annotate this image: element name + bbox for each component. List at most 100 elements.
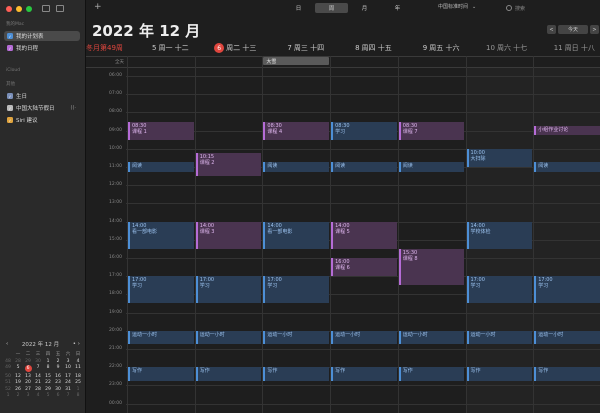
calendar-event[interactable]: 运动一小时 xyxy=(331,330,397,345)
mini-day[interactable]: 14 xyxy=(35,373,41,379)
mini-day[interactable]: 17 xyxy=(65,373,71,379)
all-day-event[interactable]: 大雪 xyxy=(263,57,330,65)
calendar-event[interactable]: 14:00 课程 5 xyxy=(331,221,397,249)
mini-day[interactable]: 30 xyxy=(35,358,41,364)
calendar-list-icon[interactable] xyxy=(42,5,50,12)
mini-day[interactable]: 13 xyxy=(25,373,31,379)
calendar-event[interactable]: 15:30 课程 8 xyxy=(398,248,465,286)
mini-day[interactable]: 6 xyxy=(56,393,60,398)
mini-day[interactable]: 5 xyxy=(46,393,50,398)
view-tab[interactable]: 年 xyxy=(394,6,401,12)
view-tab[interactable]: 月 xyxy=(361,6,368,12)
calendar-event[interactable]: 14:00 课程 3 xyxy=(195,221,262,249)
close-button[interactable] xyxy=(6,6,12,12)
today-button[interactable]: 今天 xyxy=(558,25,588,34)
calendar-event[interactable]: 运动一小时 xyxy=(534,330,600,345)
calendar-event[interactable]: 运动一小时 xyxy=(466,330,533,345)
calendar-event[interactable]: 14:00 学校体检 xyxy=(466,221,533,249)
mini-day[interactable]: 22 xyxy=(45,380,51,385)
calendar-event[interactable]: 运动一小时 xyxy=(128,330,194,345)
sidebar-calendar-item[interactable]: ✓ Siri 建议 xyxy=(4,115,80,125)
calendar-event[interactable]: 10:15 课程 2 xyxy=(195,153,262,177)
calendar-event[interactable]: 08:30 学习 xyxy=(331,121,397,140)
inbox-icon[interactable] xyxy=(56,5,64,12)
sidebar-calendar-item[interactable]: ✓ 我的日程 xyxy=(4,43,80,53)
day-header[interactable]: 8 周四 十五 xyxy=(330,42,398,54)
calendar-event[interactable]: 运动一小时 xyxy=(195,330,262,345)
checkbox-icon[interactable]: ✓ xyxy=(7,117,13,123)
day-header[interactable]: 6 周二 十三 xyxy=(195,42,263,54)
mini-day[interactable]: 5 xyxy=(16,365,20,370)
calendar-event[interactable]: 写作 xyxy=(195,367,262,381)
sidebar-calendar-item[interactable]: ✓ 我的计划表 xyxy=(4,31,80,41)
checkbox-icon[interactable]: ✓ xyxy=(7,45,13,51)
mini-day[interactable]: 30 xyxy=(55,386,61,392)
calendar-event[interactable]: 17:00 学习 xyxy=(195,276,262,304)
mini-day[interactable]: 18 xyxy=(75,373,81,379)
calendar-event[interactable]: 小组作业讨论 xyxy=(534,126,600,136)
sidebar-calendar-item[interactable]: ✓ 中国大陆节假日 ((· xyxy=(4,103,80,113)
checkbox-icon[interactable]: ✓ xyxy=(7,105,13,111)
mini-day[interactable]: 15 xyxy=(45,373,51,379)
day-header[interactable]: 7 周三 十四 xyxy=(262,42,330,54)
calendar-event[interactable]: 阅读 xyxy=(398,162,465,172)
mini-day[interactable]: 7 xyxy=(66,393,70,398)
sidebar-calendar-item[interactable]: ✓ 生日 xyxy=(4,91,80,101)
calendar-event[interactable]: 阅读 xyxy=(128,162,194,172)
checkbox-icon[interactable]: ✓ xyxy=(7,33,13,39)
calendar-event[interactable]: 阅读 xyxy=(331,162,397,172)
mini-day[interactable]: 29 xyxy=(45,386,51,392)
calendar-event[interactable]: 17:00 学习 xyxy=(263,276,330,304)
mini-day[interactable]: 8 xyxy=(76,393,80,398)
mini-day[interactable]: 3 xyxy=(26,393,30,398)
mini-next-button[interactable]: › xyxy=(77,341,80,347)
mini-day[interactable]: 24 xyxy=(65,380,71,385)
mini-day[interactable]: 3 xyxy=(66,358,70,364)
day-header[interactable]: 10 周六 十七 xyxy=(466,42,534,54)
calendar-event[interactable]: 17:00 学习 xyxy=(128,276,194,304)
calendar-event[interactable]: 17:00 学习 xyxy=(466,276,533,304)
calendar-event[interactable]: 写作 xyxy=(263,367,330,381)
calendar-event[interactable]: 阅读 xyxy=(534,162,600,172)
checkbox-icon[interactable]: ✓ xyxy=(7,93,13,99)
day-header[interactable]: 11 周日 十八 xyxy=(533,42,600,54)
mini-day[interactable]: 27 xyxy=(25,386,31,392)
calendar-event[interactable]: 08:30 课程 7 xyxy=(398,121,465,140)
mini-today-dot[interactable]: • xyxy=(72,341,77,347)
mini-day[interactable]: 29 xyxy=(25,358,31,364)
add-event-button[interactable]: + xyxy=(94,2,102,12)
mini-day[interactable]: 4 xyxy=(76,358,80,364)
calendar-event[interactable]: 运动一小时 xyxy=(398,330,465,345)
mini-day[interactable]: 19 xyxy=(15,380,21,385)
minimize-button[interactable] xyxy=(16,6,22,12)
calendar-event[interactable]: 写作 xyxy=(331,367,397,381)
mini-day[interactable]: 2 xyxy=(16,393,20,398)
mini-day[interactable]: 8 xyxy=(46,365,50,370)
mini-day[interactable]: 25 xyxy=(75,380,81,385)
mini-day[interactable]: 12 xyxy=(15,373,21,379)
mini-day[interactable]: 10 xyxy=(65,365,71,370)
zoom-button[interactable] xyxy=(26,6,32,12)
mini-day[interactable]: 6 xyxy=(23,365,33,372)
mini-day[interactable]: 9 xyxy=(56,365,60,370)
calendar-event[interactable]: 写作 xyxy=(534,367,600,381)
view-tab[interactable]: 日 xyxy=(295,6,302,12)
calendar-event[interactable]: 10:00 大扫除 xyxy=(466,148,533,167)
all-day-row[interactable] xyxy=(86,56,600,68)
timezone-selector[interactable]: 中国标准时间 ⌄ xyxy=(438,3,476,11)
calendar-event[interactable]: 16:00 课程 6 xyxy=(331,258,397,277)
mini-day[interactable]: 7 xyxy=(36,365,40,370)
calendar-event[interactable]: 08:30 课程 1 xyxy=(128,121,194,140)
mini-day[interactable]: 1 xyxy=(76,386,80,392)
prev-week-button[interactable]: < xyxy=(547,25,556,34)
mini-day[interactable]: 20 xyxy=(25,380,31,385)
calendar-event[interactable]: 写作 xyxy=(398,367,465,381)
calendar-event[interactable]: 14:00 看一部电影 xyxy=(128,221,194,249)
next-week-button[interactable]: > xyxy=(590,25,599,34)
mini-day[interactable]: 2 xyxy=(56,358,60,364)
mini-day[interactable]: 28 xyxy=(15,358,21,364)
calendar-event[interactable]: 写作 xyxy=(466,367,533,381)
calendar-event[interactable]: 17:00 学习 xyxy=(534,276,600,304)
calendar-event[interactable]: 写作 xyxy=(128,367,194,381)
view-tab[interactable]: 周 xyxy=(315,3,348,13)
